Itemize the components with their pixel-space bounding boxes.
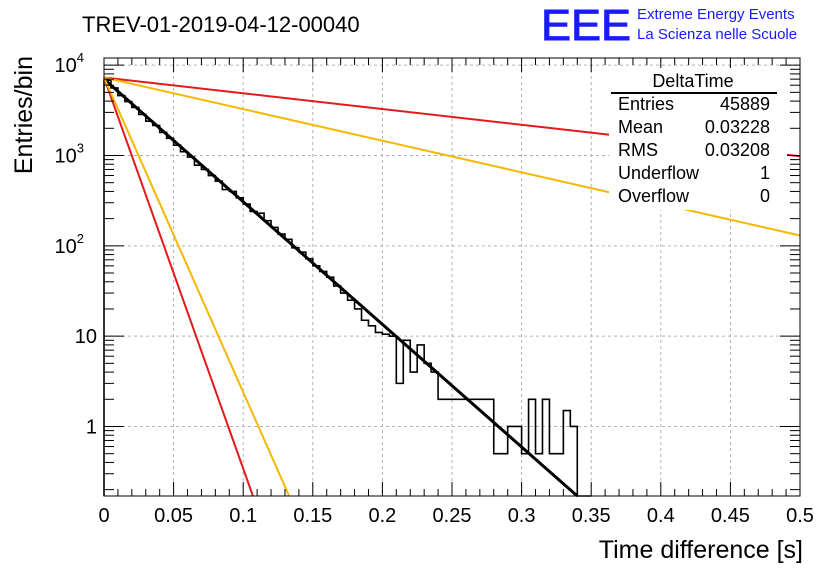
- x-axis-label: Time difference [s]: [599, 536, 803, 564]
- red-curve-fast: [103, 77, 254, 497]
- y-tick-label: 10: [75, 326, 97, 348]
- logo-mark: EEE: [541, 1, 631, 50]
- y-tick-label-base: 104: [55, 50, 84, 77]
- stats-row-value: 0.03208: [705, 140, 770, 160]
- stats-row-value: 0.03228: [705, 117, 770, 137]
- x-tick-label: 0.5: [786, 505, 814, 527]
- x-tick-label: 0.35: [572, 505, 611, 527]
- project-subtitle: La Scienza nelle Scuole: [637, 26, 797, 43]
- stats-row-label: Entries: [618, 94, 674, 114]
- x-tick-label: 0.25: [433, 505, 472, 527]
- stats-row-label: RMS: [618, 140, 658, 160]
- x-tick-label: 0.2: [368, 505, 396, 527]
- project-name: Extreme Energy Events: [637, 6, 795, 23]
- stats-row-value: 1: [760, 163, 770, 183]
- axis-ticks: [103, 58, 801, 496]
- x-tick-label: 0: [98, 505, 109, 527]
- y-axis-label: Entries/bin: [10, 56, 38, 174]
- fit-line: [103, 78, 579, 498]
- y-tick-labels: 1 10 102 103 104: [55, 50, 97, 438]
- y-tick-label-base: 103: [55, 140, 84, 167]
- orange-curve-fast: [103, 77, 291, 497]
- stats-row-label: Underflow: [618, 163, 700, 183]
- x-tick-labels: 0 0.05 0.1 0.15 0.2 0.25 0.3 0.35 0.4 0.45 0.5: [98, 505, 813, 527]
- stats-box: DeltaTime Entries 45889 Mean 0.03228 RMS 0.03…: [609, 68, 787, 210]
- stats-rows: Entries 45889 Mean 0.03228 RMS 0.03208Underfl…: [618, 94, 770, 206]
- x-tick-label: 0.15: [293, 505, 332, 527]
- x-tick-label: 0.1: [229, 505, 257, 527]
- run-title: TREV-01-2019-04-12-00040: [82, 12, 360, 37]
- stats-row-label: Mean: [618, 117, 663, 137]
- x-tick-label: 0.05: [154, 505, 193, 527]
- stats-row-value: 0: [760, 186, 770, 206]
- y-tick-label-base: 102: [55, 231, 84, 258]
- y-tick-label: 1: [86, 416, 97, 438]
- x-tick-label: 0.4: [647, 505, 675, 527]
- x-tick-label: 0.45: [711, 505, 750, 527]
- eee-logo: EEE Extreme Energy Events La Scienza nel…: [541, 1, 798, 51]
- stats-row-value: 45889: [720, 94, 770, 114]
- x-tick-label: 0.3: [508, 505, 536, 527]
- stats-title: DeltaTime: [652, 71, 733, 91]
- stats-row-label: Overflow: [618, 186, 690, 206]
